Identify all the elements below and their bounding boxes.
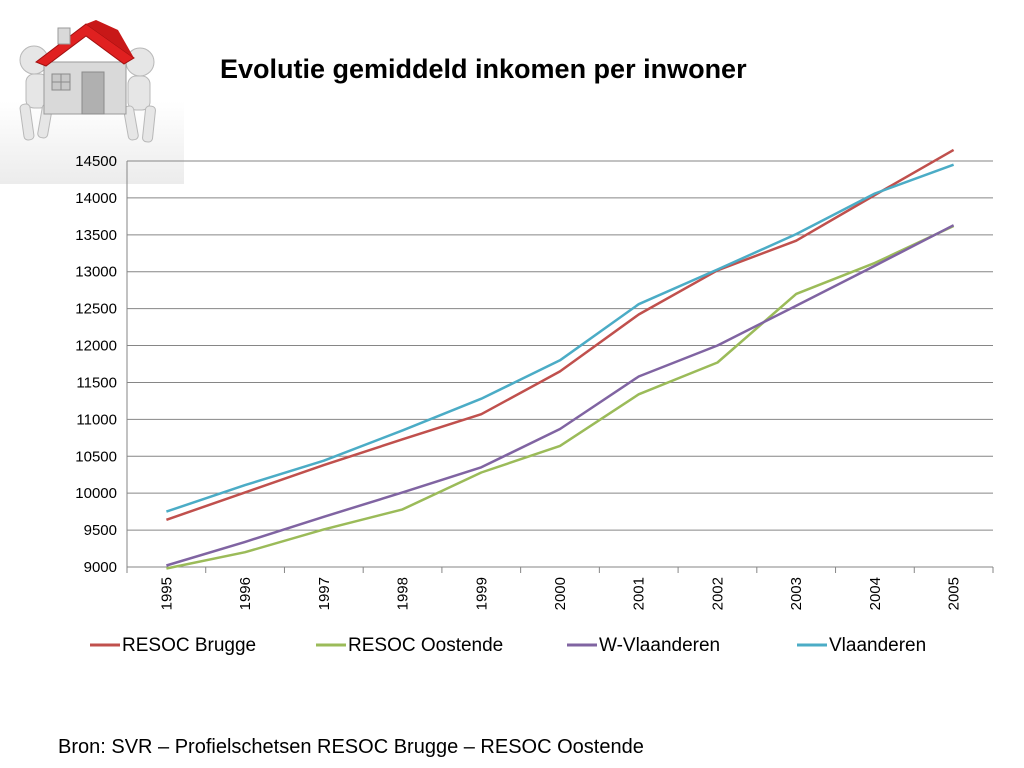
legend-label: Vlaanderen: [829, 635, 926, 656]
series-line-resoc-brugge: [165, 148, 955, 521]
logo-image: [0, 0, 184, 184]
x-tick-label: 2005: [946, 577, 963, 610]
y-tick-label: 10500: [75, 448, 117, 465]
x-tick-label: 2004: [867, 577, 884, 610]
y-tick-label: 14000: [75, 190, 117, 207]
y-tick-label: 14500: [75, 153, 117, 170]
series-line-resoc-oostende: [166, 224, 955, 570]
y-tick-label: 11000: [76, 411, 117, 428]
y-tick-label: 12500: [75, 301, 117, 318]
x-tick-label: 1998: [395, 577, 412, 610]
slide-title: Evolutie gemiddeld inkomen per inwoner: [220, 54, 747, 84]
x-tick-label: 1996: [237, 577, 254, 610]
x-tick-label: 1997: [316, 577, 333, 610]
legend-label: W-Vlaanderen: [599, 635, 720, 656]
x-tick-label: 2002: [709, 577, 726, 610]
y-tick-label: 12000: [75, 338, 117, 355]
series-line-w-vlaanderen: [166, 224, 955, 567]
source-note: Bron: SVR – Profielschetsen RESOC Brugge…: [58, 736, 644, 758]
y-tick-label: 11500: [76, 374, 117, 391]
line-chart: 9000 9500 10000 10500 11000 11500 12000 12500 13…: [0, 140, 1024, 680]
y-tick-label: 9500: [84, 522, 117, 539]
y-tick-label: 9000: [84, 559, 117, 576]
house-carrying-figures-icon: [19, 20, 156, 143]
x-tick-label: 2003: [788, 577, 805, 610]
y-tick-label: 13000: [75, 264, 117, 281]
x-tick-label: 1999: [473, 577, 490, 610]
legend-label: RESOC Oostende: [348, 635, 503, 656]
x-tick-label: 2000: [552, 577, 569, 610]
legend-label: RESOC Brugge: [122, 635, 256, 656]
y-tick-label: 13500: [75, 227, 117, 244]
y-tick-label: 10000: [75, 485, 117, 502]
series-line-vlaanderen: [166, 163, 955, 513]
x-tick-label: 2001: [631, 577, 648, 610]
x-tick-label: 1995: [158, 577, 175, 610]
